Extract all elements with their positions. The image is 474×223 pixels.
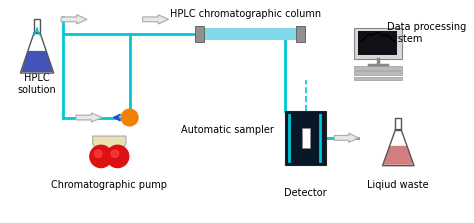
Bar	[354, 77, 402, 80]
Polygon shape	[92, 136, 126, 151]
Text: Automatic sampler: Automatic sampler	[181, 125, 273, 135]
Bar	[354, 66, 402, 70]
Circle shape	[90, 145, 112, 167]
Polygon shape	[383, 146, 413, 165]
Text: Data processing
system: Data processing system	[387, 22, 466, 44]
Text: HPLC chromatographic column: HPLC chromatographic column	[170, 9, 321, 19]
Text: Liqiud waste: Liqiud waste	[367, 180, 429, 190]
Text: Chromatographic pump: Chromatographic pump	[51, 180, 167, 190]
Polygon shape	[61, 15, 87, 24]
Bar	[204, 28, 296, 40]
Bar	[354, 71, 402, 75]
Bar	[296, 26, 305, 42]
Circle shape	[94, 150, 102, 157]
Polygon shape	[21, 51, 53, 72]
Polygon shape	[143, 15, 169, 24]
Bar	[354, 28, 402, 59]
Bar	[285, 111, 326, 165]
Circle shape	[111, 150, 118, 157]
Bar	[195, 26, 204, 42]
Bar	[301, 128, 310, 148]
Text: HPLC
solution: HPLC solution	[18, 73, 56, 95]
Circle shape	[121, 109, 138, 126]
Text: Detector: Detector	[284, 188, 327, 198]
Circle shape	[107, 145, 129, 167]
Polygon shape	[76, 113, 102, 122]
Bar	[358, 31, 397, 56]
Polygon shape	[334, 133, 358, 142]
